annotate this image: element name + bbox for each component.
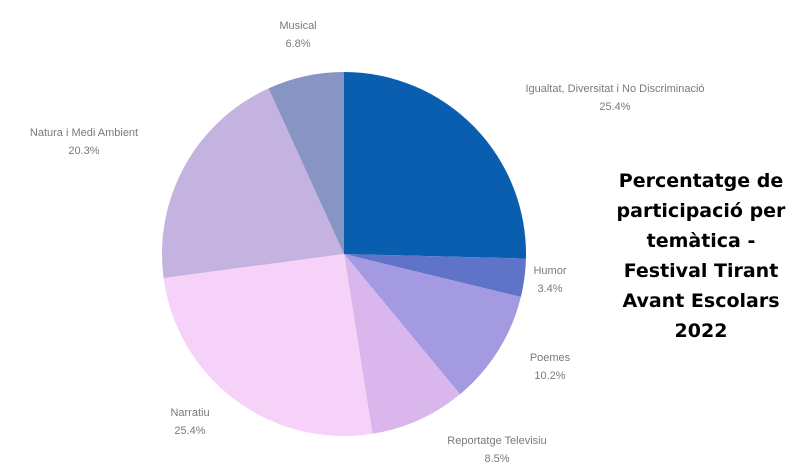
pie-slice-4 <box>344 254 461 434</box>
chart-title-line-5: Avant Escolars <box>622 290 780 312</box>
pie-slice-5 <box>163 254 373 437</box>
slice-value-label-3: 10.2% <box>534 370 565 382</box>
pie-slice-6 <box>161 88 344 278</box>
slice-label-6: Natura i Medi Ambient <box>30 127 138 139</box>
chart-title-line-2: participació per <box>616 200 786 222</box>
slice-value-label-5: 25.4% <box>174 425 205 437</box>
slice-value-label-7: 6.8% <box>285 38 310 50</box>
chart-title-line-3: temàtica - <box>646 230 756 252</box>
chart-title-line-1: Percentatge de <box>618 170 784 192</box>
slice-label-7: Musical <box>279 20 316 32</box>
slice-label-3: Poemes <box>530 352 571 364</box>
chart-title-line-6: 2022 <box>674 320 728 342</box>
slice-label-4: Reportatge Televisiu <box>447 435 546 447</box>
pie-slice-1 <box>344 72 526 259</box>
slice-label-1: Igualtat, Diversitat i No Discriminació <box>525 83 704 95</box>
slice-label-2: Humor <box>533 265 566 277</box>
slice-value-label-6: 20.3% <box>68 145 99 157</box>
pie-slice-2 <box>344 254 526 298</box>
slice-label-5: Narratiu <box>170 407 209 419</box>
slice-value-label-4: 8.5% <box>484 453 509 465</box>
slice-value-label-1: 25.4% <box>599 101 630 113</box>
pie-slice-7 <box>268 72 344 254</box>
pie-slice-3 <box>344 254 521 395</box>
chart-title: Percentatge de participació per temàtica -… <box>598 166 804 346</box>
slice-value-label-2: 3.4% <box>537 283 562 295</box>
chart-title-line-4: Festival Tirant <box>623 260 779 282</box>
